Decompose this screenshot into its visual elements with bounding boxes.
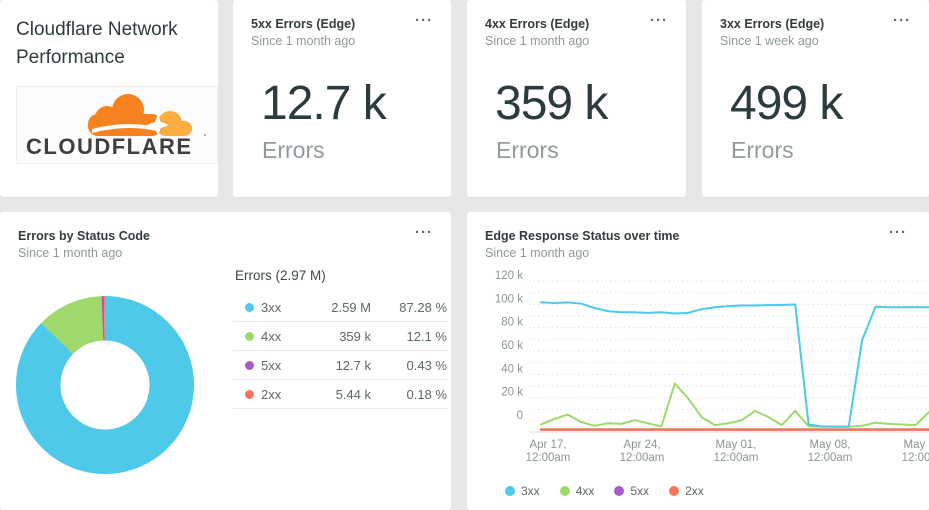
svg-text:': ' [204,133,206,144]
kpi-card-3xx-errors: ··· 3xx Errors (Edge) Since 1 week ago 4… [702,0,929,197]
series-percent: 87.28 % [399,299,447,315]
legend-item-2xx[interactable]: 2xx [669,484,704,498]
card-menu-button[interactable]: ··· [411,10,437,32]
legend-item-5xx[interactable]: 5xx [614,484,649,498]
line-chart-legend: 3xx 4xx 5xx 2xx [505,484,929,498]
x-axis-tick-label: Apr 17, 12:00am [526,439,571,464]
donut-chart[interactable] [10,290,200,480]
x-axis-tick-label: May 15,12:00am [902,439,929,464]
series-value: 359 k [339,328,371,344]
card-subtitle: Since 1 month ago [485,34,590,48]
card-menu-button[interactable]: ··· [889,10,915,32]
dashboard-title-card: Cloudflare Network Performance CLOUDFLAR… [0,0,218,197]
line-chart: 0 20 k 40 k 60 k 80 k 100 k 120 k Apr 17, 12:00a… [495,270,929,464]
series-color-dot-2xx [669,486,680,496]
series-color-dot-5xx [614,486,625,496]
series-color-dot-4xx [245,331,254,341]
donut-slice-3xx[interactable] [15,296,195,474]
dashboard-title: Cloudflare Network Performance [16,19,178,68]
card-subtitle: Since 1 month ago [18,246,123,260]
legend-label: 3xx [521,484,540,498]
cloudflare-logo-icon: CLOUDFLARE ' [26,94,206,157]
card-title: 5xx Errors (Edge) [251,17,356,31]
series-percent: 0.43 % [406,357,447,373]
card-title: Errors by Status Code [18,229,150,243]
y-axis-tick-label: 0 [517,410,523,422]
series-name: 4xx [261,328,282,344]
card-menu-button[interactable]: ··· [885,222,911,244]
card-menu-button[interactable]: ··· [411,222,437,244]
kpi-unit: Errors [731,137,794,163]
y-axis-tick-label: 100 k [495,293,523,305]
kpi-card-5xx-errors: ··· 5xx Errors (Edge) Since 1 month ago … [233,0,451,197]
series-value: 12.7 k [335,357,371,373]
series-color-dot-3xx [245,302,254,312]
series-color-dot-3xx [505,486,515,496]
cloudflare-logo: CLOUDFLARE ' [16,86,218,164]
donut-table-row-3xx[interactable]: 3xx 2.59 M 87.28 % [233,293,449,322]
legend-label: 2xx [685,484,704,498]
cloudflare-wordmark: CLOUDFLARE [26,134,193,157]
kpi-value: 499 k [730,77,843,130]
kpi-card-4xx-errors: ··· 4xx Errors (Edge) Since 1 month ago … [467,0,686,197]
donut-table-row-5xx[interactable]: 5xx 12.7 k 0.43 % [233,351,449,380]
donut-table-row-2xx[interactable]: 2xx 5.44 k 0.18 % [233,380,449,409]
kpi-value: 12.7 k [261,77,387,130]
legend-item-3xx[interactable]: 3xx [505,484,540,498]
donut-slice-4xx[interactable] [41,296,104,354]
card-subtitle: Since 1 month ago [485,246,590,260]
kpi-unit: Errors [262,137,325,163]
card-menu-button[interactable]: ··· [646,10,672,32]
series-value: 2.59 M [331,299,371,315]
card-subtitle: Since 1 week ago [720,34,819,48]
y-axis-tick-label: 20 k [501,387,523,399]
donut-table-header: Errors (2.97 M) [235,268,326,283]
donut-slice-5xx[interactable] [101,296,105,341]
legend-label: 4xx [575,484,595,498]
y-axis-tick-label: 120 k [495,270,523,282]
line-series-3xx[interactable] [540,301,929,428]
series-value: 5.44 k [335,386,371,402]
series-name: 5xx [261,357,282,373]
x-axis-tick-label: Apr 24, 12:00am [620,439,665,464]
series-name: 3xx [261,299,282,315]
donut-table-row-4xx[interactable]: 4xx 359 k 12.1 % [233,322,449,351]
y-axis-tick-label: 80 k [501,317,523,329]
series-color-dot-2xx [245,389,254,399]
kpi-value: 359 k [495,77,608,130]
legend-item-4xx[interactable]: 4xx [559,484,595,498]
legend-label: 5xx [630,484,650,498]
series-color-dot-4xx [559,486,570,496]
x-axis-tick-label: May 08, 12:00am [808,439,853,464]
line-series-4xx[interactable] [540,382,929,428]
x-axis-tick-label: May 01, 12:00am [714,439,759,464]
card-title: 3xx Errors (Edge) [720,17,825,31]
series-name: 2xx [261,386,282,402]
series-percent: 12.1 % [406,328,447,344]
card-subtitle: Since 1 month ago [251,34,356,48]
series-percent: 0.18 % [406,386,447,402]
errors-by-status-code-card: ··· Errors by Status Code Since 1 month … [0,212,451,510]
card-title: 4xx Errors (Edge) [485,17,590,31]
donut-slice-2xx[interactable] [103,296,105,341]
kpi-unit: Errors [496,137,559,163]
series-color-dot-5xx [245,360,254,370]
edge-response-status-card: ··· Edge Response Status over time Since… [467,212,929,510]
y-axis-tick-label: 40 k [501,363,523,375]
donut-legend-table: Errors (2.97 M) 3xx 2.59 M 87.28 % 4xx 359 k… [233,268,449,409]
card-title: Edge Response Status over time [485,229,680,243]
y-axis-tick-label: 60 k [501,340,523,352]
